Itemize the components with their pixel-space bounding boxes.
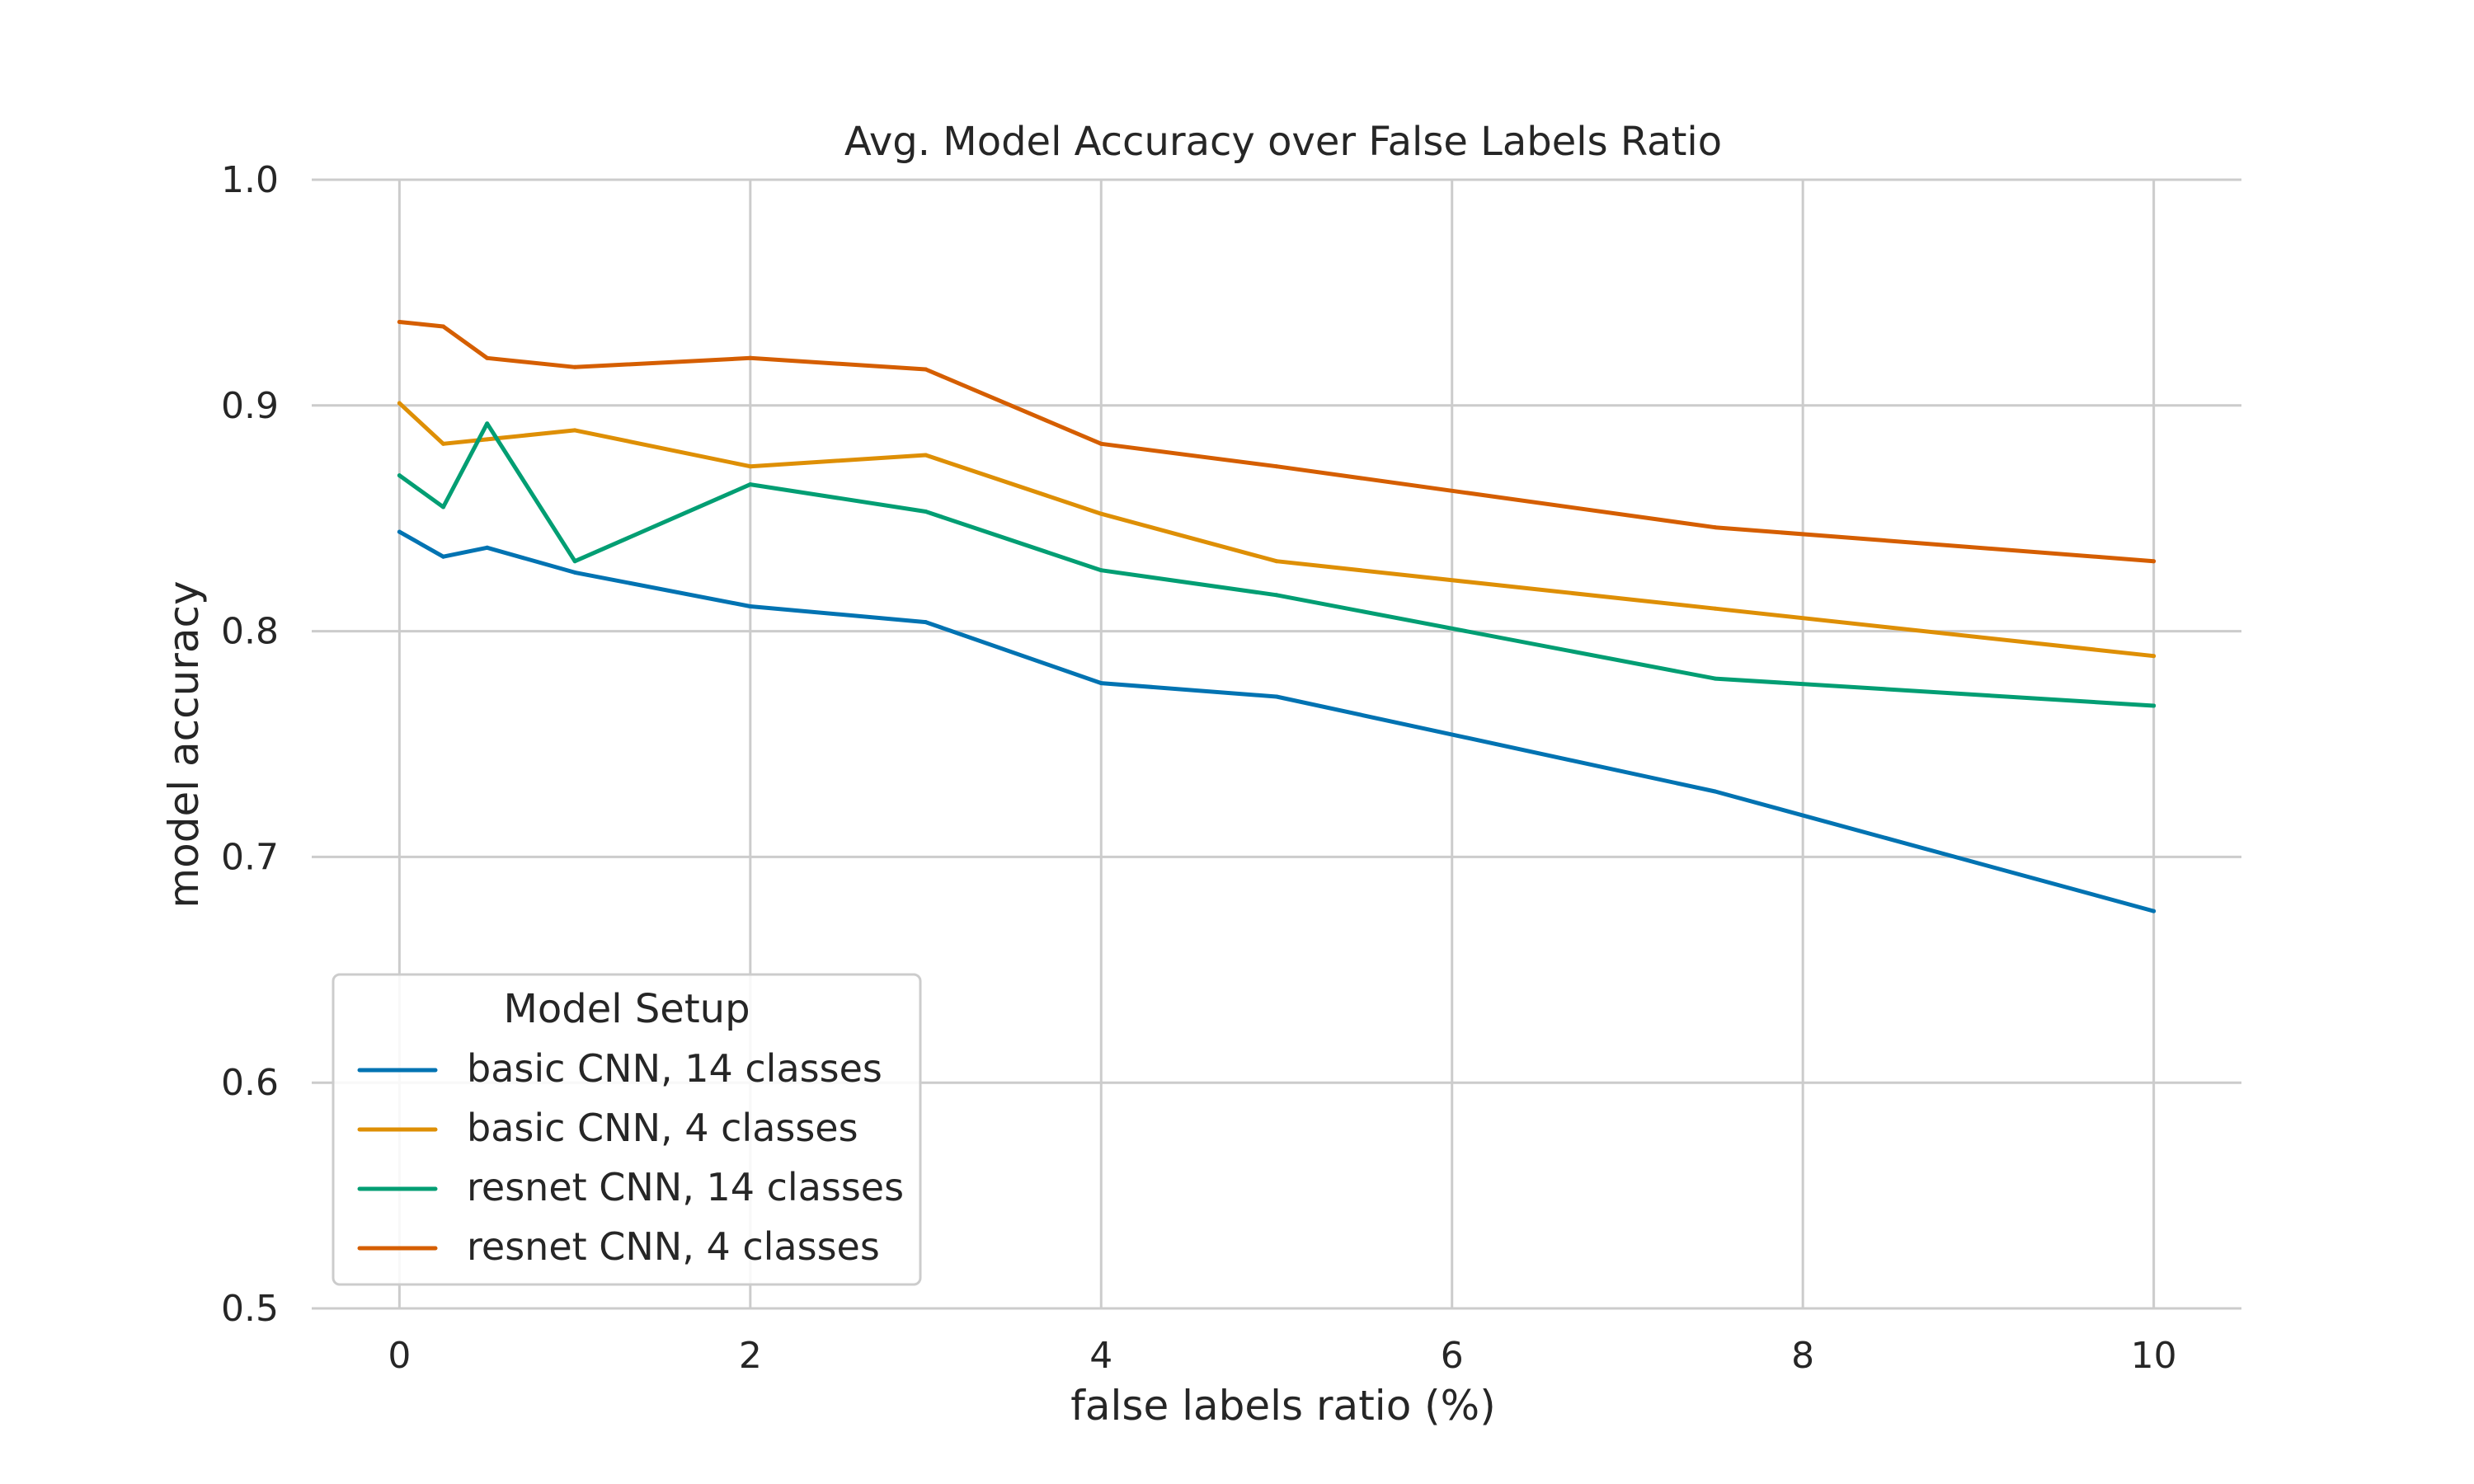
series-4-point bbox=[1274, 464, 1279, 469]
y-tick-label: 0.9 bbox=[221, 385, 279, 427]
series-1-point bbox=[924, 620, 929, 625]
y-axis-label: model accuracy bbox=[160, 580, 208, 908]
y-tick-label: 0.5 bbox=[221, 1288, 279, 1330]
x-axis-label: false labels ratio (%) bbox=[1070, 1382, 1495, 1430]
series-1-point bbox=[441, 554, 446, 559]
y-tick-label: 0.6 bbox=[221, 1062, 279, 1104]
series-line-2 bbox=[397, 401, 2157, 659]
series-1-point bbox=[748, 603, 753, 608]
x-tick-label: 4 bbox=[1089, 1335, 1112, 1377]
chart-title: Avg. Model Accuracy over False Labels Ra… bbox=[844, 119, 1722, 165]
series-3-point bbox=[485, 421, 490, 426]
x-tick-label: 6 bbox=[1441, 1335, 1464, 1377]
series-4-point bbox=[1713, 525, 1718, 530]
series-1-point bbox=[572, 570, 577, 575]
series-1-point bbox=[397, 529, 402, 534]
legend-label: resnet CNN, 4 classes bbox=[467, 1224, 880, 1269]
series-3-point bbox=[572, 559, 577, 564]
series-4-point bbox=[572, 364, 577, 369]
series-2-point bbox=[748, 464, 753, 469]
y-tick-label: 0.8 bbox=[221, 611, 279, 653]
series-2-point bbox=[924, 453, 929, 458]
series-3-point bbox=[748, 482, 753, 487]
series-1-point bbox=[1713, 789, 1718, 794]
legend-title: Model Setup bbox=[503, 986, 750, 1032]
legend-label: basic CNN, 4 classes bbox=[467, 1106, 858, 1150]
series-3-point bbox=[1098, 568, 1103, 573]
series-2-point bbox=[485, 437, 490, 442]
series-3-point bbox=[397, 473, 402, 478]
series-4-point bbox=[924, 367, 929, 372]
series-1-point bbox=[1098, 681, 1103, 686]
series-3-point bbox=[2152, 703, 2157, 708]
series-2-point bbox=[572, 428, 577, 433]
series-4-point bbox=[748, 355, 753, 360]
series-2-point bbox=[397, 401, 402, 406]
series-2-point bbox=[1098, 511, 1103, 516]
series-line-4 bbox=[397, 320, 2157, 564]
legend-box bbox=[332, 973, 922, 1286]
series-2-point bbox=[2152, 654, 2157, 659]
series-lines bbox=[397, 319, 2157, 913]
y-tick-label: 0.7 bbox=[221, 836, 279, 878]
series-3-point bbox=[1713, 676, 1718, 681]
y-tick-label: 1.0 bbox=[221, 159, 279, 201]
series-3-point bbox=[1274, 593, 1279, 598]
series-1-point bbox=[2152, 909, 2157, 913]
series-4-point bbox=[1098, 441, 1103, 446]
legend-entries: basic CNN, 14 classes basic CNN, 4 classe… bbox=[357, 1046, 904, 1269]
x-tick-label: 10 bbox=[2131, 1335, 2177, 1377]
series-4-point bbox=[441, 324, 446, 329]
series-4-point bbox=[397, 319, 402, 324]
series-4-point bbox=[2152, 559, 2157, 564]
series-1-point bbox=[1274, 694, 1279, 699]
x-tick-label: 0 bbox=[388, 1335, 411, 1377]
series-2-point bbox=[1713, 606, 1718, 611]
series-line-1 bbox=[397, 529, 2157, 913]
series-4-point bbox=[485, 355, 490, 360]
tick-labels: 0.5 0.6 0.7 0.8 0.9 1.0 0 2 4 6 8 10 bbox=[221, 159, 2177, 1377]
legend-label: basic CNN, 14 classes bbox=[467, 1046, 882, 1091]
series-line-3 bbox=[397, 421, 2157, 708]
x-tick-label: 8 bbox=[1791, 1335, 1814, 1377]
x-tick-label: 2 bbox=[739, 1335, 762, 1377]
series-3-point bbox=[441, 505, 446, 510]
series-2-point bbox=[441, 441, 446, 446]
series-2-point bbox=[1274, 559, 1279, 564]
series-1-point bbox=[485, 545, 490, 550]
legend-label: resnet CNN, 14 classes bbox=[467, 1165, 904, 1209]
series-3-point bbox=[924, 509, 929, 514]
